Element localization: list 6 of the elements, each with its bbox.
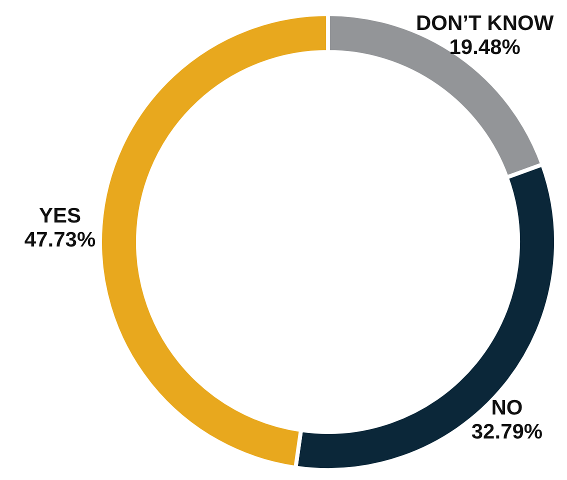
data-label: 32.79% — [471, 420, 543, 444]
slice-label: NO — [491, 396, 523, 420]
data-label: 19.48% — [449, 36, 521, 59]
slice-label: YES — [38, 204, 82, 228]
data-label: 47.73% — [24, 228, 96, 252]
slice-label: DON’T KNOW — [416, 12, 554, 35]
